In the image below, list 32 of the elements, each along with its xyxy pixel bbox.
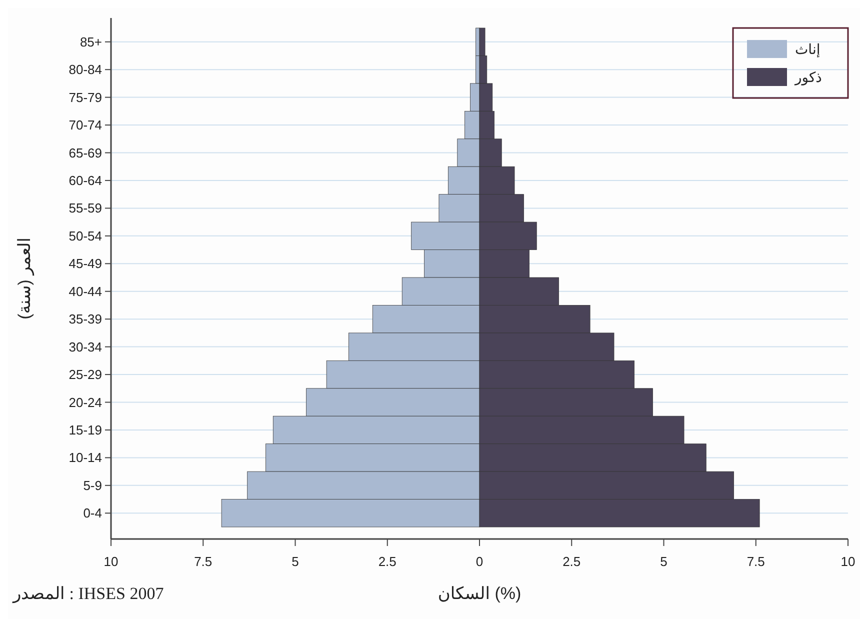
x-tick-label: 10 bbox=[104, 554, 118, 569]
y-tick-label: 30-34 bbox=[68, 339, 102, 354]
x-tick-label: 0 bbox=[476, 554, 484, 569]
y-tick-label: 60-64 bbox=[68, 173, 102, 188]
y-tick-label: 80-84 bbox=[68, 62, 102, 78]
y-tick-label: 45-49 bbox=[68, 256, 102, 272]
y-tick-label: 50-54 bbox=[68, 228, 102, 244]
x-tick-label: 7.5 bbox=[194, 554, 212, 569]
x-tick-label: 2.5 bbox=[378, 554, 396, 569]
y-tick-label: 10-14 bbox=[68, 450, 102, 466]
y-tick-label: 35-39 bbox=[68, 312, 102, 327]
x-tick-label: 2.5 bbox=[562, 554, 581, 569]
y-tick-label: 5-9 bbox=[83, 478, 102, 493]
text: المصدر : IHSES 2007 bbox=[12, 584, 164, 604]
x-tick-label: 10 bbox=[840, 554, 856, 569]
y-tick-label: 65-69 bbox=[68, 145, 102, 160]
y-tick-label: 55-59 bbox=[68, 200, 102, 216]
x-tick-label: 5 bbox=[292, 554, 299, 569]
y-tick-label: 40-44 bbox=[68, 284, 102, 299]
legend-label: ذكور bbox=[794, 68, 822, 86]
x-axis-title: السكان (%) bbox=[438, 584, 522, 603]
legend-label: إناث bbox=[795, 40, 820, 58]
y-tick-label: 70-74 bbox=[68, 118, 102, 133]
y-tick-label: 0-4 bbox=[83, 506, 102, 521]
y-tick-label: 75-79 bbox=[68, 90, 102, 105]
x-tick-label: 5 bbox=[660, 554, 668, 569]
y-tick-label: 85+ bbox=[80, 34, 102, 50]
x-tick-label: 7.5 bbox=[746, 554, 765, 569]
y-tick-label: 25-29 bbox=[68, 367, 102, 382]
y-tick-label: 15-19 bbox=[68, 422, 102, 438]
y-tick-label: 20-24 bbox=[68, 394, 102, 410]
y-axis-title: العمر (سنة) bbox=[15, 238, 35, 320]
